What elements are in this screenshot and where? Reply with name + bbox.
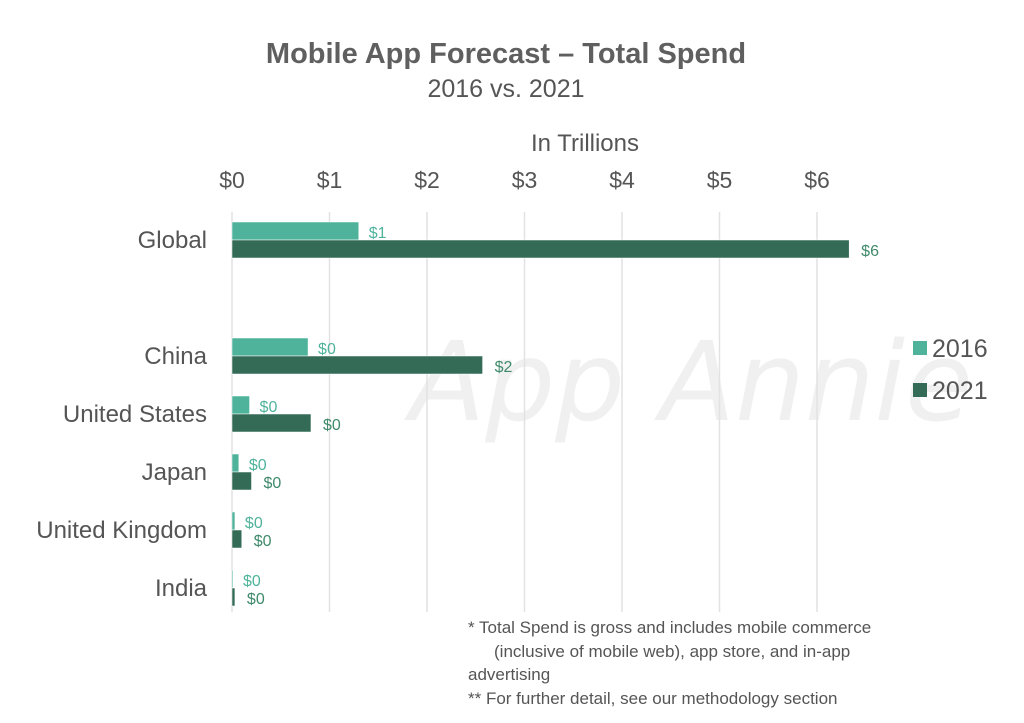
category-label: China [144,343,207,370]
x-tick-label: $3 [512,167,538,193]
x-tick-label: $4 [609,167,635,193]
data-label: $0 [323,417,341,434]
data-label: $0 [249,457,267,474]
x-tick-label: $2 [414,167,440,193]
bar-2016-global [231,221,359,241]
bar-2021-united-states [231,413,312,433]
x-axis-ticks: $0 $1 $2 $3 $4 $5 $6 [219,167,830,193]
data-label: $0 [245,515,263,532]
category-labels: Global China United States Japan United King… [36,227,207,602]
data-label: $1 [369,225,387,242]
footnote-line: ** For further detail, see our methodolo… [468,688,838,708]
category-label: United Kingdom [36,517,207,544]
footnote-line: (inclusive of mobile web), app store, an… [494,641,851,661]
legend-label-2016: 2016 [932,335,988,363]
category-label: India [155,575,208,602]
gridlines [231,212,818,612]
data-label: $0 [260,399,278,416]
legend: 2016 2021 [913,335,988,405]
x-axis-label: In Trillions [531,130,639,157]
bar-2016-india [231,569,234,589]
bars [231,221,850,607]
x-tick-label: $5 [707,167,733,193]
category-label: United States [63,401,207,428]
data-label: $6 [861,243,879,260]
x-tick-label: $6 [804,167,830,193]
bar-2016-japan [231,453,240,473]
chart-subtitle: 2016 vs. 2021 [427,75,584,103]
footnote-line: * Total Spend is gross and includes mobi… [468,618,872,637]
legend-swatch-2016 [913,341,927,355]
footnote-line: advertising [468,665,551,684]
legend-label-2021: 2021 [932,377,988,405]
bar-2016-china [231,337,309,357]
data-label: $0 [254,533,272,550]
footnotes: * Total Spend is gross and includes mobi… [468,616,968,710]
data-label: $0 [318,341,336,358]
data-label: $0 [264,475,282,492]
legend-swatch-2021 [913,383,927,397]
category-label: Japan [142,459,207,486]
data-label: $2 [495,359,513,376]
bar-2021-global [231,239,850,259]
data-label: $0 [243,573,261,590]
bar-2016-united-kingdom [231,511,236,531]
category-label: Global [138,227,207,254]
bar-2021-india [231,587,236,607]
data-label: $0 [247,591,265,608]
bar-2021-japan [231,471,252,491]
bar-2021-china [231,355,483,375]
bar-2016-united-states [231,395,250,415]
watermark: App Annie [404,318,973,446]
x-tick-label: $0 [219,167,245,193]
x-tick-label: $1 [317,167,343,193]
bar-2021-united-kingdom [231,529,242,549]
data-labels: $1$0$0$0$0$0$6$2$0$0$0$0 [243,225,879,608]
chart-title: Mobile App Forecast – Total Spend [266,38,746,70]
